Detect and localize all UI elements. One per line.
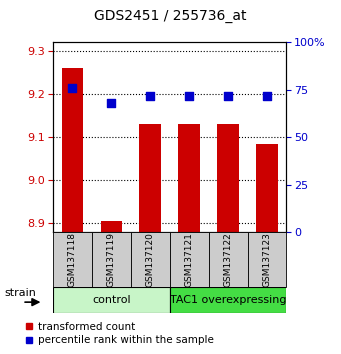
Point (147, 93, 153, 98)
Point (108, 100, 114, 106)
Bar (131, 232, 169, 287)
Text: GSM137120: GSM137120 (146, 232, 155, 287)
Legend: transformed count, percentile rank within the sample: transformed count, percentile rank withi… (25, 322, 213, 346)
Point (264, 93, 270, 98)
Text: GSM137122: GSM137122 (224, 232, 233, 287)
Text: GSM137121: GSM137121 (184, 232, 194, 287)
Text: control: control (92, 295, 131, 305)
Text: GSM137123: GSM137123 (263, 232, 271, 287)
Bar (169, 232, 209, 287)
Bar (169, 287, 286, 313)
Bar (248, 232, 286, 287)
Text: TAC1 overexpressing: TAC1 overexpressing (170, 295, 286, 305)
Bar (178, 124, 200, 232)
Bar (92, 232, 131, 287)
Text: strain: strain (4, 289, 36, 298)
Bar (209, 232, 248, 287)
Bar (62, 68, 83, 232)
Point (225, 93, 231, 98)
Bar (217, 124, 239, 232)
Text: GDS2451 / 255736_at: GDS2451 / 255736_at (94, 9, 247, 23)
Point (70, 85, 75, 91)
Bar (256, 144, 278, 232)
Bar (139, 124, 161, 232)
Bar (53, 232, 92, 287)
Point (187, 93, 192, 98)
Text: GSM137119: GSM137119 (107, 232, 116, 287)
Bar (101, 221, 122, 232)
Text: GSM137118: GSM137118 (68, 232, 77, 287)
Bar (53, 287, 169, 313)
